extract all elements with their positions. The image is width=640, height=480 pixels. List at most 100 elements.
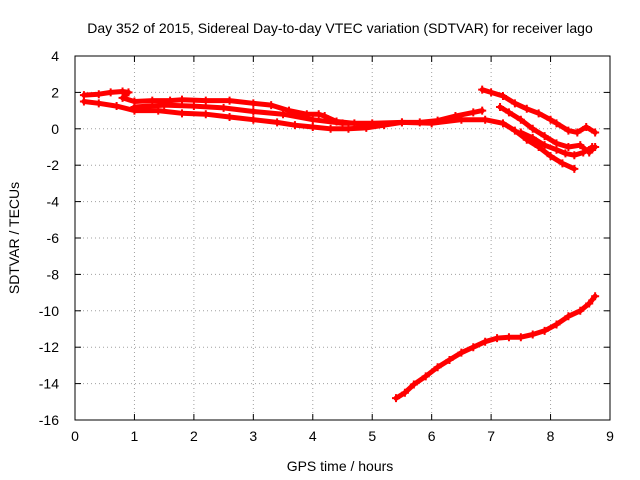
data-point [148, 96, 157, 105]
data-point [427, 119, 436, 128]
data-point [516, 128, 525, 137]
data-point [564, 143, 573, 151]
x-tick-label: 9 [606, 428, 614, 444]
data-point [368, 119, 377, 128]
data-point [564, 312, 573, 321]
data-point [421, 372, 430, 381]
y-tick-label: -6 [47, 230, 60, 246]
data-point [457, 348, 466, 357]
x-tick-label: 8 [547, 428, 555, 444]
data-point [267, 101, 276, 110]
data-point [178, 109, 186, 118]
y-tick-label: -16 [39, 412, 59, 428]
data-point [481, 337, 490, 346]
data-point [499, 119, 507, 128]
y-tick-label: -4 [47, 194, 60, 210]
data-point [308, 115, 317, 124]
data-point [409, 380, 418, 389]
series-track-d [478, 85, 600, 137]
x-axis-label: GPS time / hours [287, 458, 394, 474]
data-point [478, 106, 487, 115]
data-point [273, 118, 282, 127]
data-point [469, 343, 478, 352]
data-point [585, 299, 594, 308]
y-tick-label: 2 [51, 84, 59, 100]
data-point [249, 115, 258, 124]
data-point [510, 99, 519, 108]
data-point [540, 141, 549, 150]
data-point [573, 128, 582, 137]
y-tick-label: -14 [39, 376, 59, 392]
data-point [219, 103, 228, 112]
data-point [591, 128, 600, 137]
data-point [124, 88, 133, 97]
data-point [130, 102, 139, 111]
y-tick-label: -10 [39, 303, 59, 319]
series-line [131, 102, 577, 172]
series-track-f [516, 128, 597, 160]
data-point [290, 121, 299, 130]
chart-title: Day 352 of 2015, Sidereal Day-to-day VTE… [87, 20, 593, 36]
data-point [326, 124, 335, 133]
data-point [561, 149, 570, 158]
series-track-g [392, 292, 600, 403]
data-point [201, 96, 210, 105]
data-point [552, 320, 561, 329]
data-point [582, 122, 591, 131]
data-point [528, 124, 537, 133]
data-point [588, 143, 597, 151]
y-tick-label: -12 [39, 339, 59, 355]
x-tick-label: 3 [249, 428, 257, 444]
data-point [570, 164, 579, 173]
data-point [516, 115, 525, 124]
data-point [481, 115, 490, 124]
data-point [540, 326, 549, 335]
y-axis-label: SDTVAR / TECUs [6, 182, 22, 294]
data-point [397, 118, 406, 127]
x-tick-label: 6 [428, 428, 436, 444]
data-point [225, 112, 234, 121]
data-series [79, 85, 600, 403]
data-point [487, 88, 496, 97]
data-point [445, 355, 454, 364]
data-point [546, 115, 555, 124]
data-point [496, 102, 505, 111]
data-point [504, 108, 513, 117]
series-track-c [130, 101, 579, 173]
data-point [178, 95, 186, 104]
data-point [79, 97, 88, 106]
data-point [344, 124, 353, 133]
data-point [249, 99, 258, 108]
data-point [469, 108, 478, 117]
data-point [534, 109, 543, 118]
data-point [160, 101, 169, 110]
data-point [552, 119, 561, 128]
x-tick-label: 1 [131, 428, 139, 444]
data-point [528, 133, 537, 142]
data-point [522, 104, 531, 113]
axis-ticks: 0 1 2 3 4 5 6 7 8 9 -16 -14 -12 -10 -8 -6 -4 -2 0 2 4 [39, 48, 614, 444]
data-point [94, 90, 103, 99]
data-point [504, 333, 513, 342]
data-point [201, 110, 210, 119]
data-point [118, 93, 127, 102]
data-point [112, 102, 121, 111]
data-point [493, 334, 502, 343]
data-point [546, 152, 555, 161]
y-tick-label: -2 [47, 157, 60, 173]
data-point [308, 122, 317, 131]
y-tick-label: 0 [51, 121, 59, 137]
data-point [516, 333, 525, 342]
data-point [576, 141, 585, 150]
data-point [510, 126, 519, 135]
x-tick-label: 4 [309, 428, 317, 444]
data-point [433, 363, 442, 372]
data-point [106, 88, 115, 97]
x-tick-label: 7 [487, 428, 495, 444]
data-point [338, 119, 347, 128]
data-point [528, 330, 537, 339]
data-point [570, 151, 579, 160]
data-point [314, 110, 323, 119]
data-point [591, 292, 600, 301]
